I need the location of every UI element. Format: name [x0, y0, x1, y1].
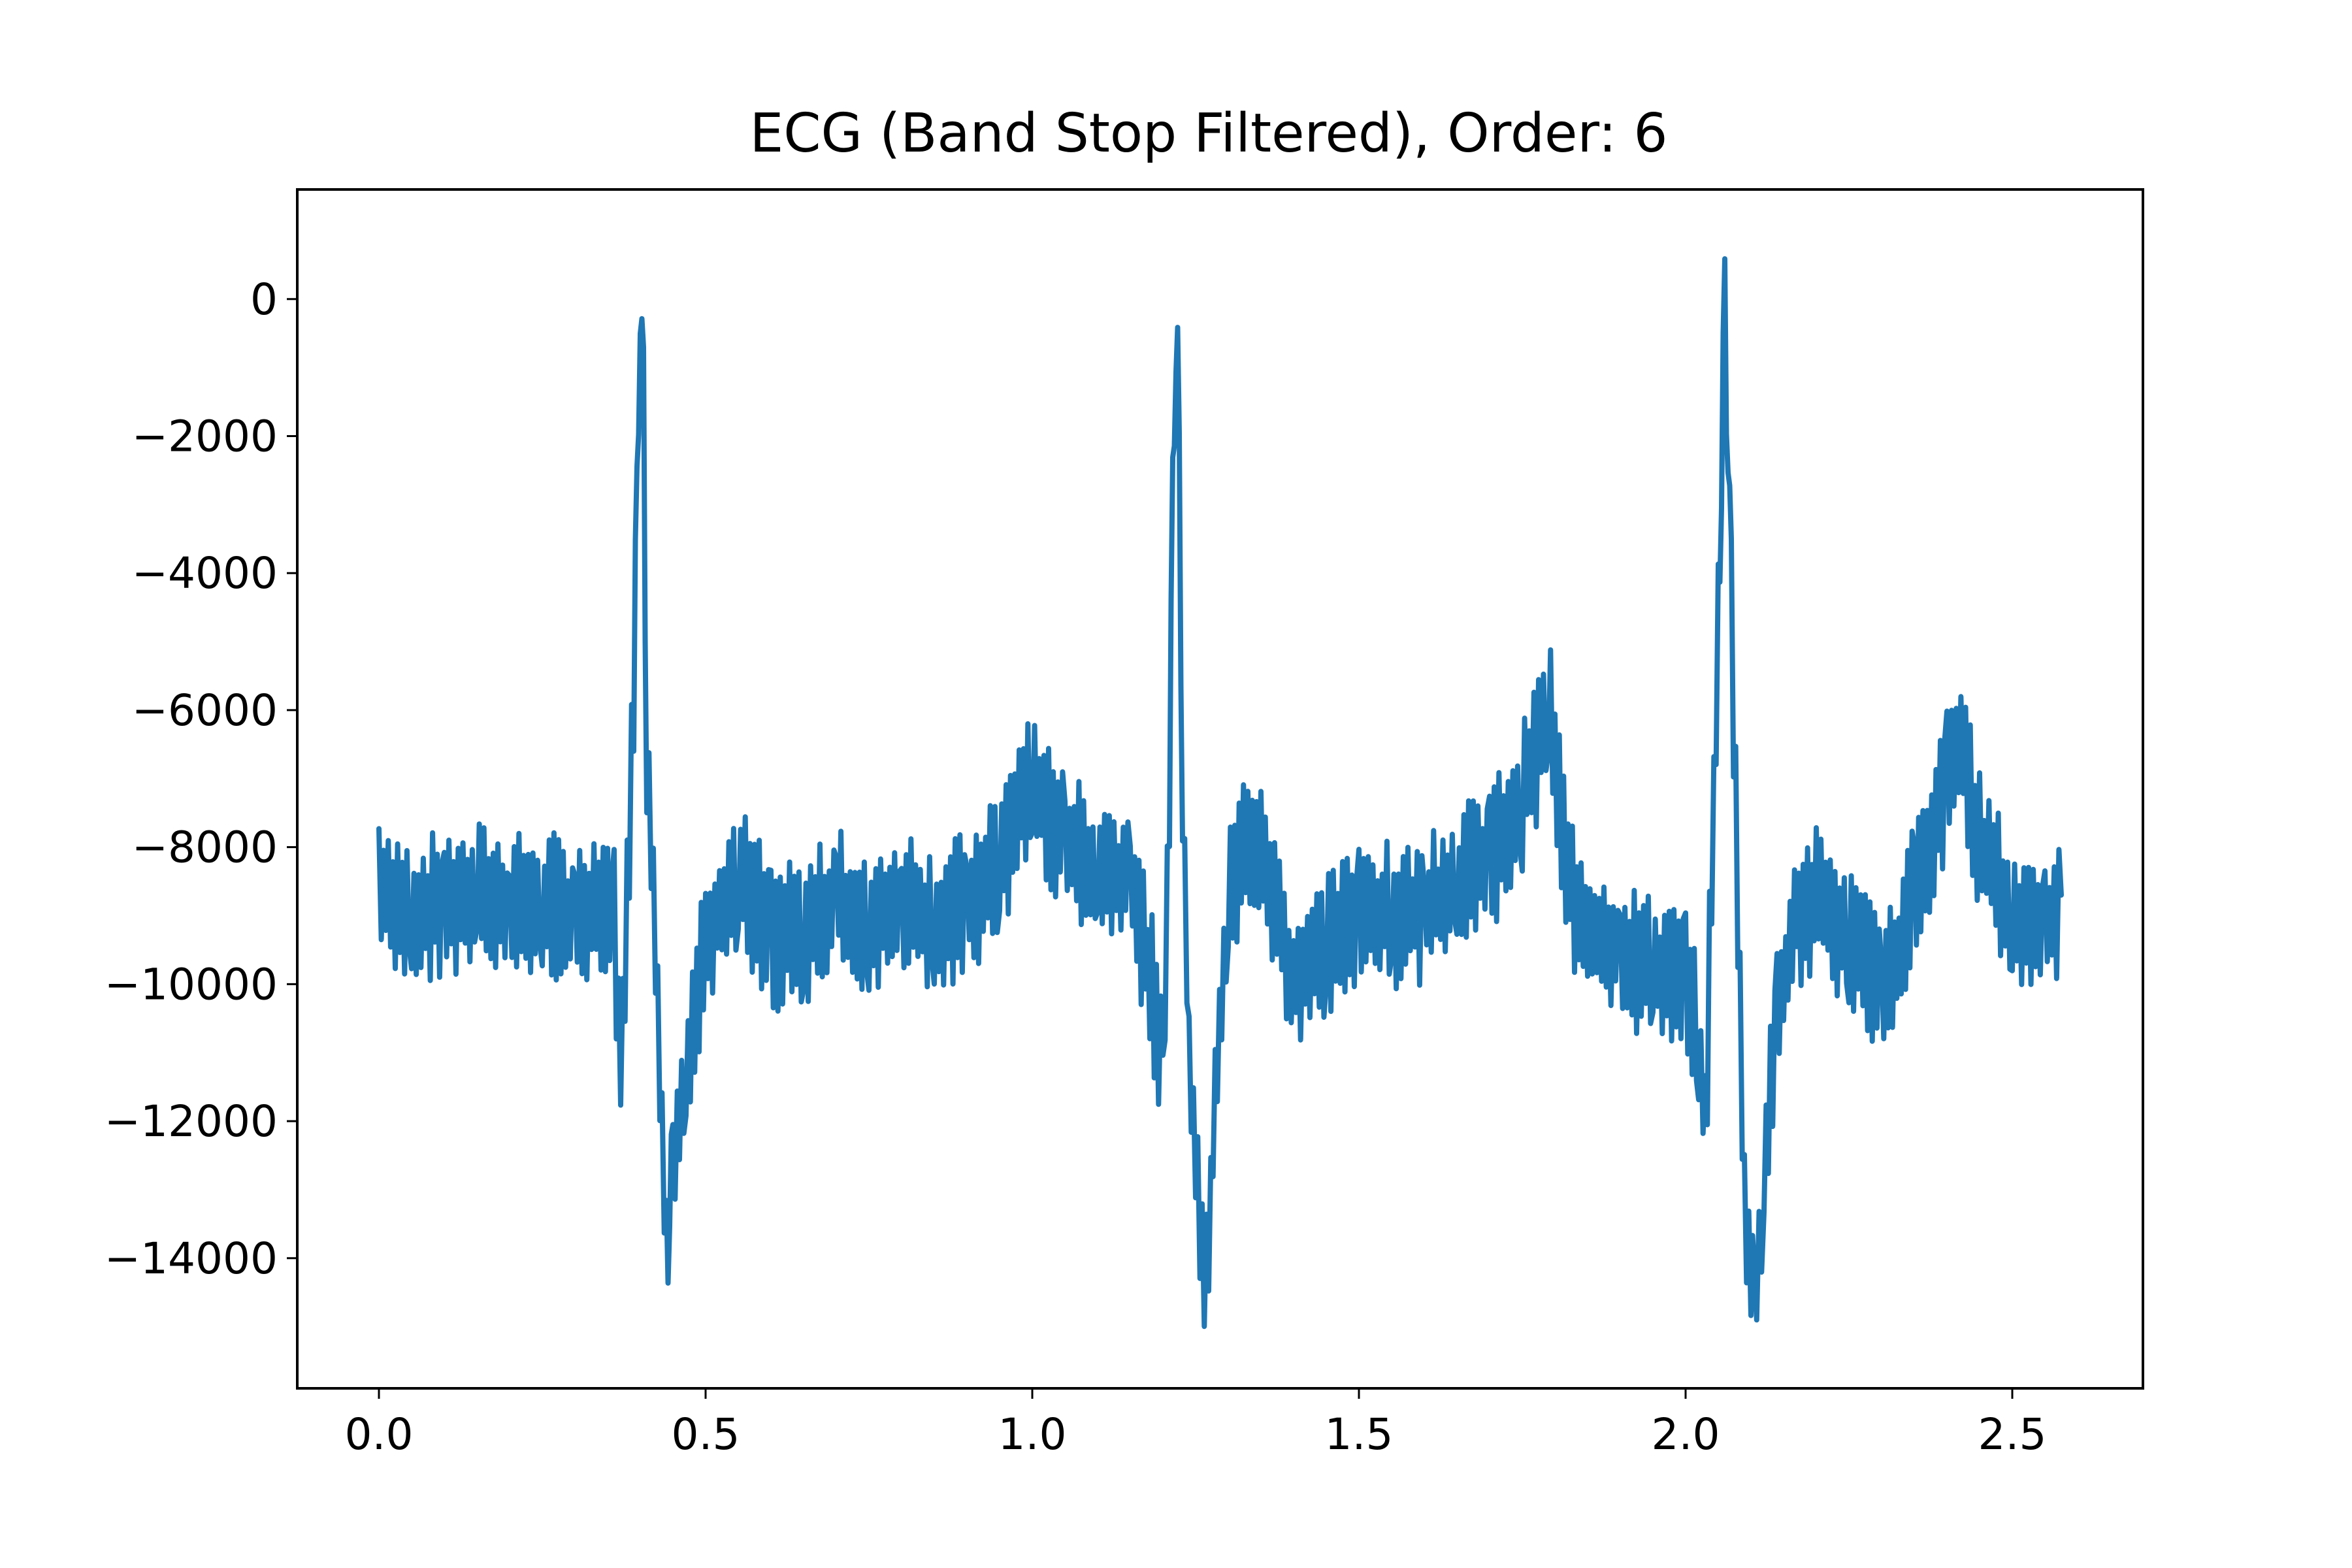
- x-tick-label: 0.5: [672, 1409, 740, 1460]
- y-tick-label: −14000: [105, 1233, 278, 1284]
- y-tick-label: 0: [250, 274, 278, 325]
- y-tick-label: −12000: [105, 1096, 278, 1147]
- y-tick-label: −2000: [132, 411, 278, 461]
- x-tick-label: 2.0: [1652, 1409, 1720, 1460]
- x-tick-label: 2.5: [1978, 1409, 2047, 1460]
- x-tick-label: 1.5: [1325, 1409, 1394, 1460]
- y-tick-label: −6000: [132, 685, 278, 736]
- x-tick-label: 0.0: [345, 1409, 414, 1460]
- ecg-signal-line: [376, 256, 2064, 1330]
- plot-frame: [296, 188, 2144, 1390]
- y-tick-label: −10000: [105, 959, 278, 1009]
- y-tick-label: −4000: [132, 548, 278, 598]
- chart-title: ECG (Band Stop Filtered), Order: 6: [749, 103, 1667, 165]
- y-axis: 0 −2000 −4000 −6000 −8000 −10000 −12000 −14000: [105, 274, 297, 1284]
- x-axis: 0.0 0.5 1.0 1.5 2.0 2.5: [345, 1388, 2047, 1460]
- x-tick-label: 1.0: [998, 1409, 1067, 1460]
- plot-area: [376, 256, 2064, 1330]
- y-tick-label: −8000: [132, 823, 278, 873]
